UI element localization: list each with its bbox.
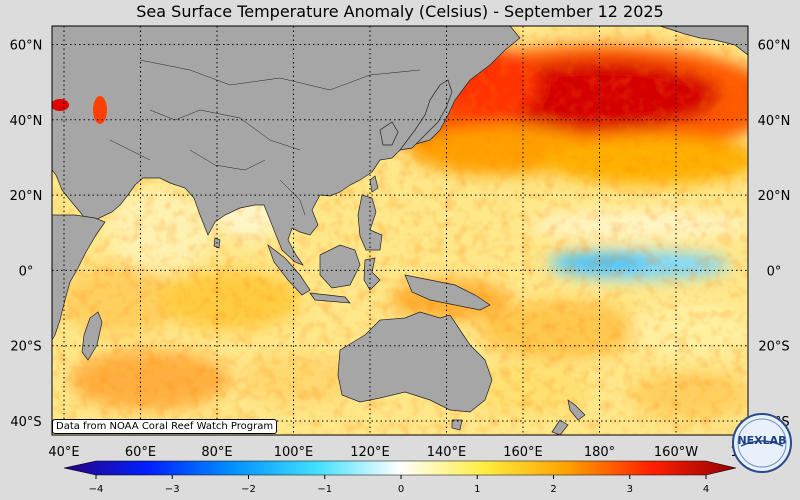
longitude-label: 160°E bbox=[503, 445, 543, 460]
landmass-madagascar bbox=[81, 311, 103, 361]
colorbar-tick-label: 3 bbox=[627, 484, 633, 495]
longitude-label: 160°W bbox=[654, 445, 698, 460]
landmass-borneo bbox=[319, 244, 361, 289]
colorbar bbox=[63, 460, 737, 476]
landmass-philippines bbox=[357, 194, 383, 251]
colorbar-tick-label: −1 bbox=[317, 484, 332, 495]
longitude-label: 100°E bbox=[274, 445, 314, 460]
landmass-tasmania bbox=[451, 419, 463, 431]
colorbar-tick-label: 4 bbox=[703, 484, 709, 495]
caspian-sea bbox=[93, 96, 107, 124]
colorbar-tick-label: −4 bbox=[89, 484, 104, 495]
data-credit: Data from NOAA Coral Reef Watch Program bbox=[52, 419, 278, 434]
country-borders bbox=[109, 59, 421, 216]
graticule bbox=[52, 26, 748, 435]
map-title: Sea Surface Temperature Anomaly (Celsius… bbox=[136, 2, 664, 21]
longitude-label: 140°E bbox=[427, 445, 467, 460]
longitude-label: 60°E bbox=[125, 445, 156, 460]
longitude-label: 40°E bbox=[48, 445, 79, 460]
latitude-label-left: 40°N bbox=[10, 114, 43, 129]
latitude-label-right: 60°N bbox=[758, 39, 791, 54]
landmass-korea bbox=[379, 121, 399, 146]
colorbar-tick-label: 2 bbox=[550, 484, 556, 495]
map-field bbox=[52, 26, 748, 435]
colorbar-tick-label: 0 bbox=[398, 484, 404, 495]
latitude-label-right: 20°N bbox=[758, 189, 791, 204]
latitude-label-left: 40°S bbox=[10, 415, 41, 430]
nexlab-logo: NEXLAB bbox=[732, 413, 792, 473]
latitude-label-left: 60°N bbox=[10, 39, 43, 54]
colorbar-tick-label: 1 bbox=[474, 484, 480, 495]
landmass-new-guinea bbox=[404, 274, 491, 311]
latitude-label-right: 40°N bbox=[758, 114, 791, 129]
landmass-japan bbox=[399, 79, 453, 151]
colorbar-tick-label: −3 bbox=[165, 484, 180, 495]
colorbar-ticks: −4 −3 −2 −1 0 1 2 3 4 bbox=[89, 475, 709, 495]
longitude-labels: 40°E 60°E 80°E 100°E 120°E 140°E 160°E 180° 160°… bbox=[48, 445, 774, 460]
latitude-label-right: 20°S bbox=[758, 340, 789, 355]
landmass-africa bbox=[52, 214, 106, 341]
logo-text: NEXLAB bbox=[737, 434, 786, 447]
landmass-taiwan bbox=[369, 175, 379, 193]
longitude-label: 180° bbox=[584, 445, 615, 460]
latitude-label-left: 20°S bbox=[10, 340, 41, 355]
colorbar-tick-label: −2 bbox=[241, 484, 256, 495]
landmass-java bbox=[309, 292, 351, 304]
longitude-label: 80°E bbox=[201, 445, 232, 460]
landmass-new-zealand bbox=[551, 399, 586, 435]
map-frame bbox=[51, 25, 749, 436]
latitude-label-left: 20°N bbox=[10, 189, 43, 204]
longitude-label: 120°E bbox=[350, 445, 390, 460]
landmass-alaska bbox=[659, 26, 748, 56]
latitude-label-left: 0° bbox=[19, 264, 34, 279]
latitude-label-right: 0° bbox=[767, 264, 782, 279]
landmass-sulawesi bbox=[363, 257, 381, 291]
black-sea bbox=[52, 99, 69, 111]
landmass-australia bbox=[337, 311, 493, 413]
landmass-sumatra bbox=[267, 244, 311, 296]
